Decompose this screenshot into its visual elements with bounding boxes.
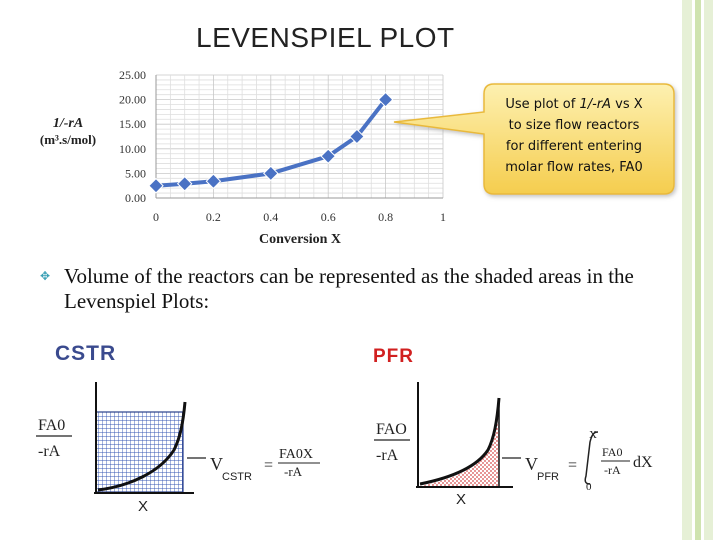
cstr-label: CSTR (55, 342, 117, 365)
decor-bar-3 (704, 0, 713, 540)
chart-x-tick-label: 0 (153, 210, 159, 224)
chart-x-tick-label: 0.4 (263, 210, 278, 224)
cstr-eq-den: -rA (284, 464, 303, 479)
cstr-ylabel-num: FA0 (38, 417, 65, 434)
chart-y-tick-label: 5.00 (125, 166, 146, 180)
cstr-ylabel-den: -rA (38, 443, 61, 460)
pfr-eq-v: V (525, 454, 538, 474)
chart-x-tick-label: 0.8 (378, 210, 393, 224)
pfr-eq-den: -rA (604, 463, 621, 477)
decor-bar-2 (695, 0, 701, 540)
callout-text: Use plot of 1/-rA vs X to size flow reac… (488, 94, 660, 178)
decor-bar-1 (682, 0, 692, 540)
chart-data-point (320, 148, 336, 164)
cstr-xlabel: X (138, 498, 148, 515)
pfr-xlabel: X (456, 491, 466, 508)
pfr-shaded-area (420, 406, 499, 486)
chart-y-tick-label: 0.00 (125, 191, 146, 205)
chart-data-point (176, 175, 193, 192)
cstr-eq-v-sub: CSTR (222, 471, 252, 483)
bullet-icon: ✥ (40, 269, 51, 283)
pfr-int-lower: 0 (586, 481, 592, 493)
chart-x-axis-label: Conversion X (259, 232, 341, 247)
chart-y-axis-label-line1: 1/-rA (52, 116, 84, 131)
chart-x-tick-label: 1 (440, 210, 446, 224)
callout-line-1-expr: 1/-rA (579, 97, 612, 112)
pfr-eq-dx: dX (633, 454, 653, 471)
pfr-int-upper: X (589, 429, 597, 441)
chart-y-tick-label: 15.00 (119, 117, 146, 131)
chart-y-tick-label: 25.00 (119, 68, 146, 82)
chart-data-point (148, 177, 164, 194)
callout-line-2: to size flow reactors (508, 118, 640, 133)
callout-line-1-prefix: Use plot of (505, 97, 580, 112)
pfr-curve (419, 397, 501, 486)
chart-y-tick-label: 10.00 (119, 142, 146, 156)
slide-title: LEVENSPIEL PLOT (196, 22, 455, 53)
chart-data-point (377, 91, 394, 108)
callout-line-3: for different entering (505, 139, 643, 154)
chart-y-tick-label: 20.00 (119, 93, 146, 107)
cstr-eq-num: FA0X (279, 447, 313, 462)
chart-y-axis-label-line2: (m³.s/mol) (39, 132, 97, 147)
callout-line-4: molar flow rates, FA0 (505, 160, 643, 175)
pfr-integral-sign (584, 431, 599, 485)
chart-x-tick-label: 0.6 (321, 210, 336, 224)
pfr-eq-num: FA0 (602, 445, 622, 459)
cstr-diagram: FA0 -rA X V CSTR = FA0X -rA (36, 382, 320, 515)
cstr-eq-v: V (210, 454, 223, 474)
body-text: Volume of the reactors can be represente… (64, 264, 634, 313)
pfr-eq-v-sub: PFR (537, 471, 559, 483)
cstr-eq-equals: = (264, 457, 273, 474)
pfr-ylabel-den: -rA (376, 447, 399, 464)
cstr-shaded-area (95, 411, 184, 493)
cstr-curve (97, 401, 187, 492)
chart-y-axis-label: 1/-rA (m³.s/mol) (22, 116, 114, 148)
levenspiel-chart: 0.00 5.00 10.00 15.00 20.00 25.00 0 0.2 0.4 0.6 0.… (119, 68, 446, 247)
pfr-eq-equals: = (568, 457, 577, 474)
callout-bubble (393, 83, 675, 195)
pfr-ylabel-num: FAO (376, 421, 407, 438)
callout-line-1-suffix: vs X (611, 97, 643, 112)
chart-data-point (263, 165, 279, 182)
pfr-diagram: FAO -rA X V PFR = X 0 FA0 -rA dX (374, 382, 653, 508)
chart-data-point (205, 173, 222, 190)
chart-data-point (349, 128, 365, 145)
callout-line-1: Use plot of 1/-rA vs X (488, 94, 660, 115)
chart-x-tick-label: 0.2 (206, 210, 221, 224)
pfr-label: PFR (373, 346, 414, 367)
